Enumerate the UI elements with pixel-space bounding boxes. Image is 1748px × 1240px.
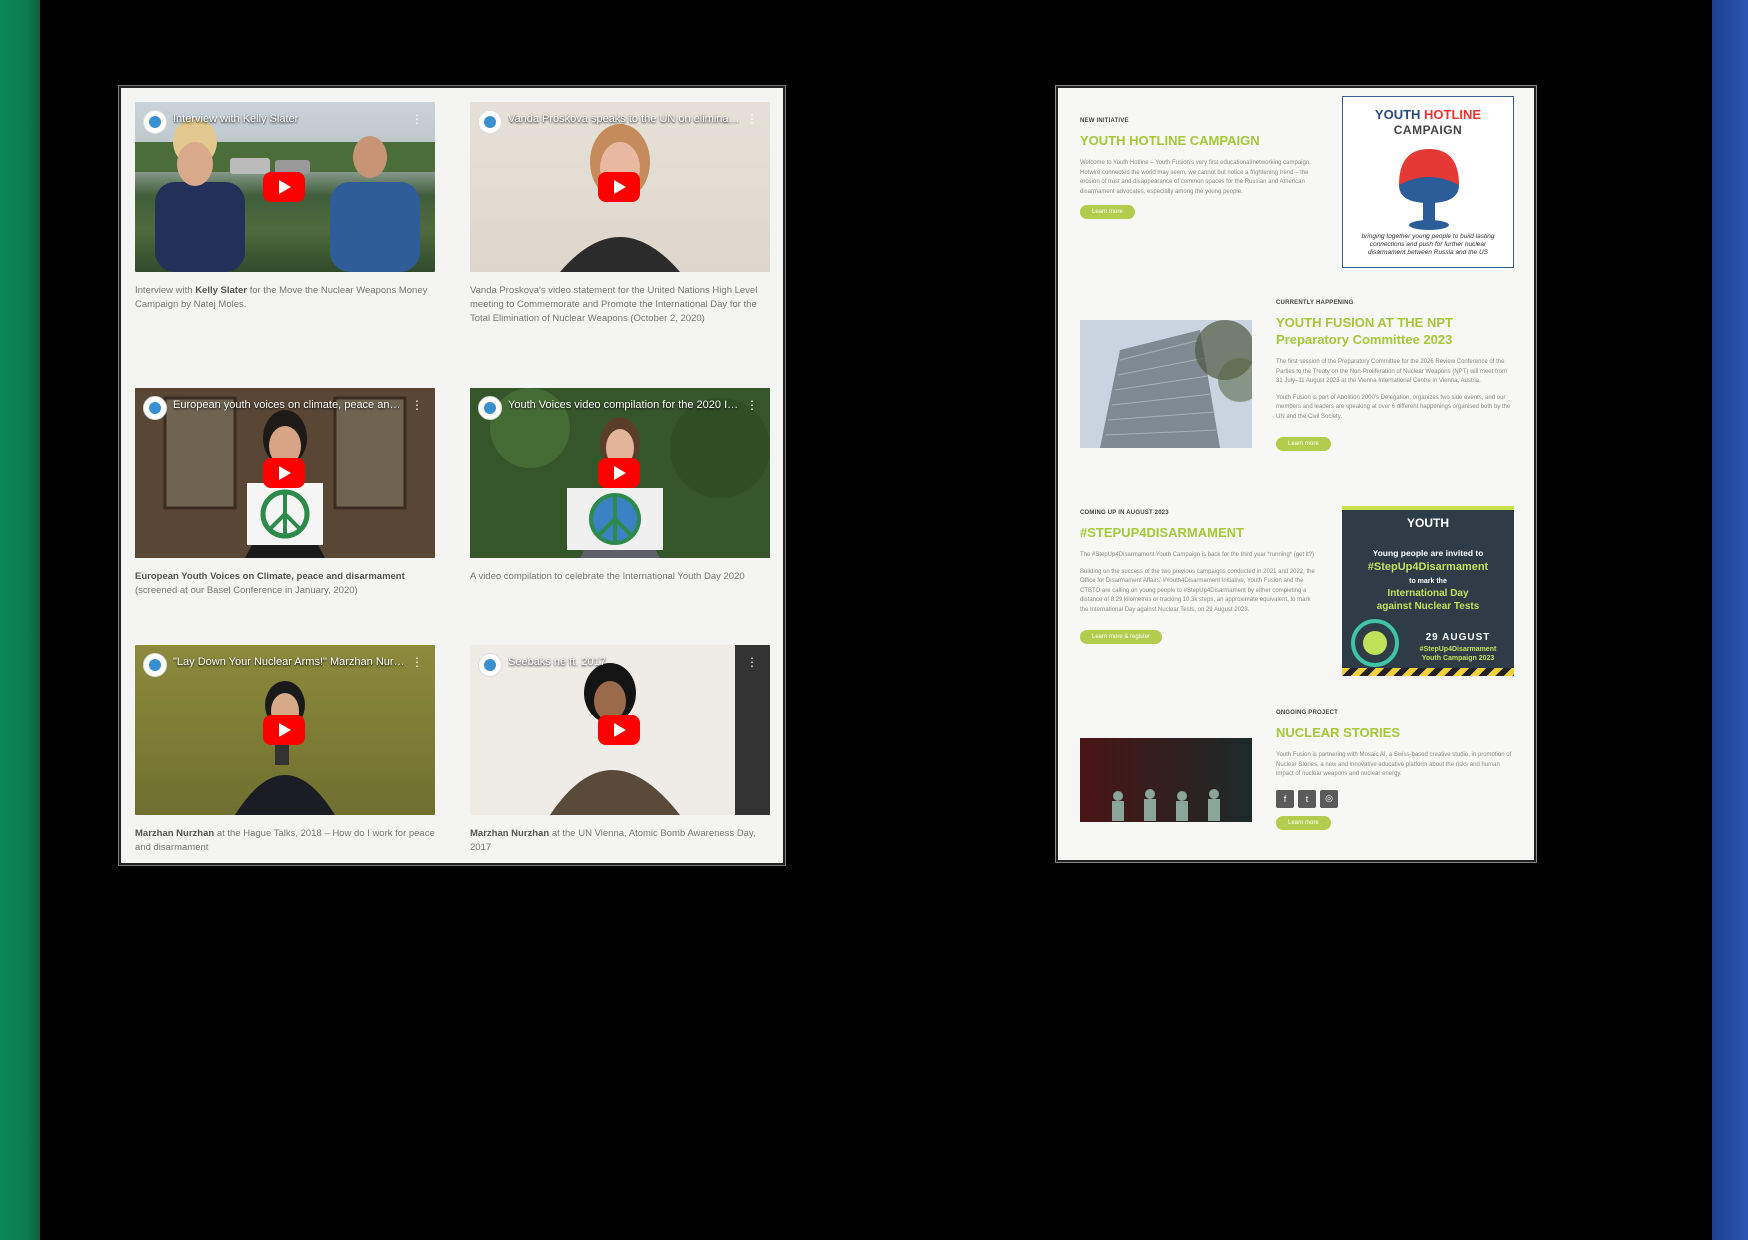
- body-paragraph: Youth Fusion is part of Abolition 2000's…: [1276, 394, 1511, 420]
- video-card: Seebaks ne ft. 2017 ⋮ Marzhan Nurzhan at…: [470, 645, 770, 855]
- video-card: "Lay Down Your Nuclear Arms!" Marzhan Nu…: [135, 645, 435, 855]
- video-caption: A video compilation to celebrate the Int…: [470, 571, 745, 582]
- poster-line: Young people are invited to: [1372, 548, 1484, 558]
- channel-avatar[interactable]: [478, 110, 502, 134]
- section-body: Youth Fusion is partnering with Mosaic A…: [1276, 752, 1512, 777]
- section-body: Welcome to Youth Hotline – Youth Fusion'…: [1080, 160, 1311, 195]
- un-building-photo: [1080, 320, 1252, 448]
- video-card: European youth voices on climate, peace …: [135, 388, 435, 598]
- channel-avatar[interactable]: [143, 653, 167, 677]
- play-button-icon[interactable]: [263, 458, 305, 488]
- poster-line: International Day: [1387, 588, 1469, 599]
- video-scene: [135, 118, 435, 272]
- video-caption: Vanda Proskova's video statement for the…: [470, 285, 758, 324]
- more-options-icon[interactable]: ⋮: [746, 398, 758, 412]
- video-caption: Marzhan Nurzhan at the Hague Talks, 2018…: [135, 828, 435, 853]
- video-thumbnail[interactable]: European youth voices on climate, peace …: [135, 388, 435, 558]
- video-caption: Interview with Kelly Slater for the Move…: [135, 285, 428, 310]
- play-button-icon[interactable]: [263, 715, 305, 745]
- video-thumbnail[interactable]: Vanda Proskova speaks to the UN on elimi…: [470, 102, 770, 272]
- poster-line: against Nuclear Tests: [1376, 601, 1480, 612]
- stepup-section: COMING UP IN AUGUST 2023 #STEPUP4DISARMA…: [1080, 510, 1320, 644]
- hotline-campaign-card: YOUTH HOTLINE CAMPAIGN bringing together…: [1342, 96, 1514, 268]
- poster-line: #StepUp4Disarmament: [1419, 646, 1497, 653]
- video-title[interactable]: Seebaks ne ft. 2017: [508, 656, 606, 668]
- poster-logo: YOUTH: [1407, 516, 1449, 530]
- poster-line: Youth Campaign 2023: [1421, 655, 1495, 662]
- channel-avatar[interactable]: [478, 396, 502, 420]
- video-thumbnail[interactable]: Youth Voices video compilation for the 2…: [470, 388, 770, 558]
- video-title[interactable]: Youth Voices video compilation for the 2…: [508, 399, 740, 411]
- section-heading: YOUTH FUSION AT THE NPT Preparatory Comm…: [1276, 315, 1453, 347]
- run-badge-icon: [1351, 619, 1399, 667]
- social-links: f t ◎: [1276, 789, 1512, 808]
- poster-date: 29 AUGUST: [1425, 632, 1491, 643]
- body-paragraph: The #StepUp4Disarmament Youth Campaign i…: [1080, 552, 1315, 558]
- video-title[interactable]: Vanda Proskova speaks to the UN on elimi…: [508, 113, 740, 125]
- mushroom-tree-icon: [1399, 149, 1459, 230]
- learn-more-button[interactable]: Learn more: [1276, 815, 1331, 830]
- poster-top-bar: [1342, 506, 1514, 510]
- video-card: Youth Voices video compilation for the 2…: [470, 388, 770, 584]
- section-body: The first session of the Preparatory Com…: [1276, 358, 1512, 422]
- instagram-icon[interactable]: ◎: [1320, 789, 1338, 808]
- building-scene: [1080, 320, 1252, 448]
- video-title[interactable]: Interview with Kelly Slater: [173, 113, 299, 125]
- npt-section: CURRENTLY HAPPENING YOUTH FUSION AT THE …: [1276, 300, 1512, 451]
- section-kicker: CURRENTLY HAPPENING: [1276, 300, 1354, 306]
- campaigns-panel: NEW INITIATIVE YOUTH HOTLINE CAMPAIGN We…: [1058, 88, 1534, 860]
- poster-line: to mark the: [1409, 578, 1447, 585]
- hotline-section: NEW INITIATIVE YOUTH HOTLINE CAMPAIGN We…: [1080, 118, 1320, 219]
- video-thumbnail[interactable]: Interview with Kelly Slater ⋮: [135, 102, 435, 272]
- video-title[interactable]: "Lay Down Your Nuclear Arms!" Marzhan Nu…: [173, 656, 405, 668]
- learn-more-button[interactable]: Learn more: [1080, 205, 1135, 219]
- section-kicker: COMING UP IN AUGUST 2023: [1080, 510, 1169, 516]
- channel-avatar[interactable]: [143, 110, 167, 134]
- right-edge-strip: [1712, 0, 1748, 1240]
- learn-more-button[interactable]: Learn more: [1276, 437, 1331, 451]
- video-caption: Marzhan Nurzhan at the UN Vienna, Atomic…: [470, 828, 756, 853]
- stage-scene: [1112, 789, 1220, 821]
- card-title: YOUTH HOTLINE: [1374, 107, 1482, 122]
- body-paragraph: The first session of the Preparatory Com…: [1276, 359, 1507, 384]
- video-thumbnail[interactable]: "Lay Down Your Nuclear Arms!" Marzhan Nu…: [135, 645, 435, 815]
- card-subtitle: CAMPAIGN: [1393, 123, 1463, 137]
- nuclear-stories-photo: [1080, 738, 1252, 822]
- left-edge-strip: [0, 0, 40, 1240]
- stepup-poster: YOUTH Young people are invited to #StepU…: [1342, 506, 1514, 676]
- play-button-icon[interactable]: [598, 172, 640, 202]
- more-options-icon[interactable]: ⋮: [411, 398, 423, 412]
- video-thumbnail[interactable]: Seebaks ne ft. 2017 ⋮: [470, 645, 770, 815]
- section-kicker: ONGOING PROJECT: [1276, 710, 1339, 716]
- play-button-icon[interactable]: [598, 715, 640, 745]
- more-options-icon[interactable]: ⋮: [411, 112, 423, 126]
- play-button-icon[interactable]: [598, 458, 640, 488]
- video-title[interactable]: European youth voices on climate, peace …: [173, 399, 405, 411]
- video-gallery-panel: Interview with Kelly Slater ⋮ Interview …: [121, 88, 783, 863]
- nuclear-stories-section: ONGOING PROJECT NUCLEAR STORIES Youth Fu…: [1276, 710, 1512, 830]
- video-caption: European Youth Voices on Climate, peace …: [135, 571, 405, 596]
- more-options-icon[interactable]: ⋮: [746, 112, 758, 126]
- poster-hazard-stripe: [1342, 668, 1514, 676]
- poster-hashtag: #StepUp4Disarmament: [1367, 561, 1489, 573]
- learn-more-register-button[interactable]: Learn more & register: [1080, 630, 1163, 644]
- more-options-icon[interactable]: ⋮: [746, 655, 758, 669]
- section-kicker: NEW INITIATIVE: [1080, 118, 1129, 124]
- section-heading: NUCLEAR STORIES: [1276, 725, 1400, 740]
- more-options-icon[interactable]: ⋮: [411, 655, 423, 669]
- channel-avatar[interactable]: [478, 653, 502, 677]
- card-tagline: bringing together young people to build …: [1361, 233, 1495, 256]
- channel-avatar[interactable]: [143, 396, 167, 420]
- play-button-icon[interactable]: [263, 172, 305, 202]
- section-body: The #StepUp4Disarmament Youth Campaign i…: [1080, 551, 1320, 615]
- video-card: Vanda Proskova speaks to the UN on elimi…: [470, 102, 770, 326]
- body-paragraph: Building on the success of the two previ…: [1080, 568, 1315, 613]
- twitter-icon[interactable]: t: [1298, 789, 1316, 808]
- video-card: Interview with Kelly Slater ⋮ Interview …: [135, 102, 435, 312]
- section-heading: #STEPUP4DISARMAMENT: [1080, 525, 1244, 540]
- section-heading: YOUTH HOTLINE CAMPAIGN: [1080, 133, 1260, 148]
- facebook-icon[interactable]: f: [1276, 789, 1294, 808]
